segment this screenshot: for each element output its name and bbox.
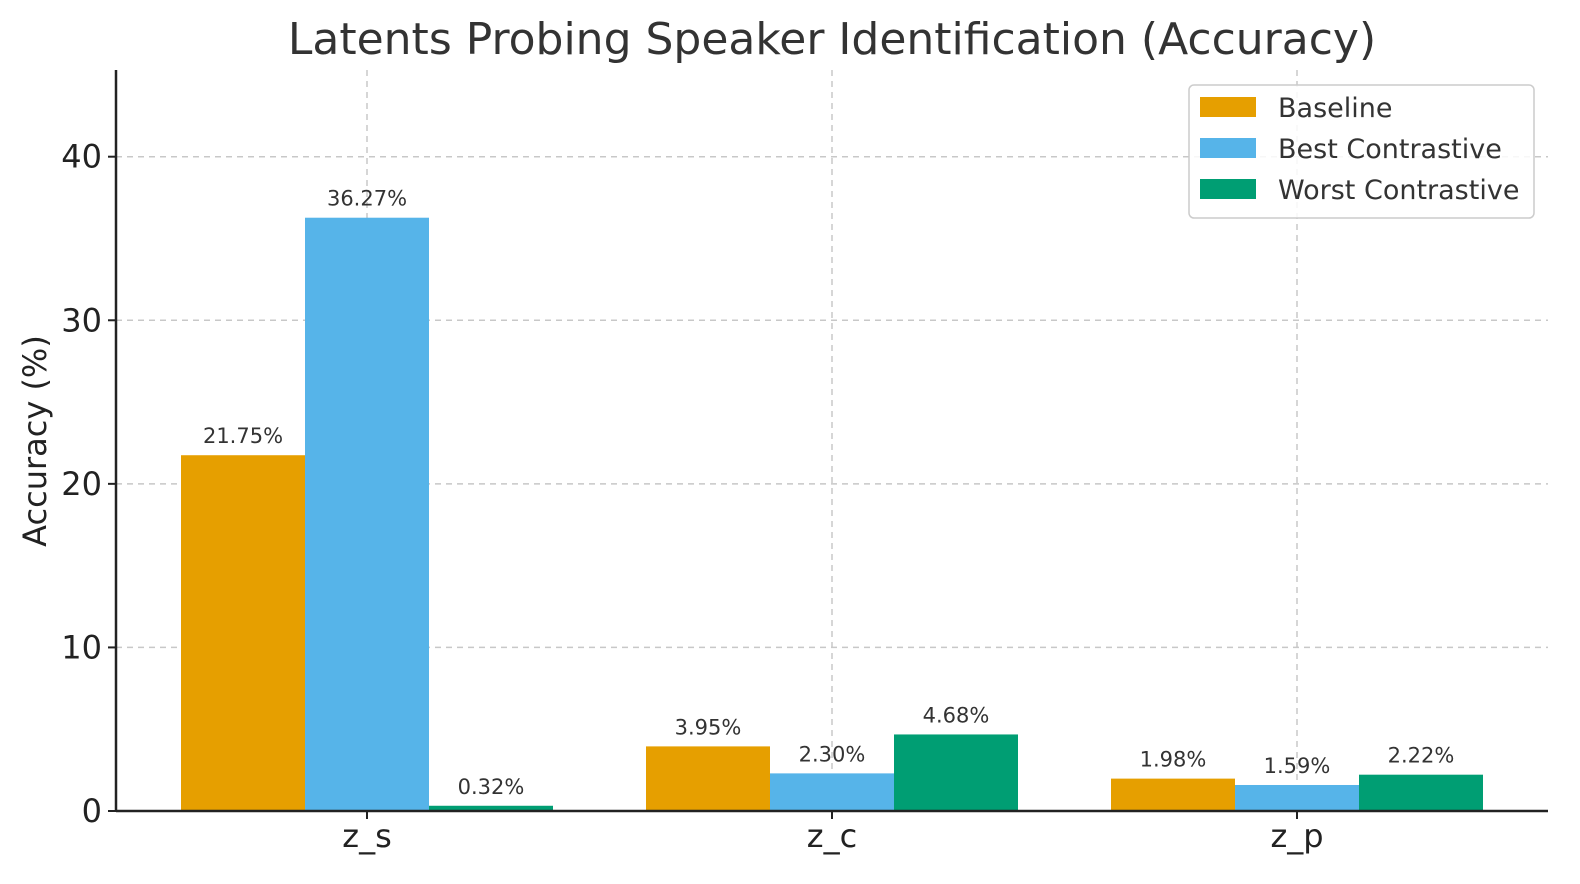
data-label: 3.95% xyxy=(675,715,742,739)
data-label: 2.22% xyxy=(1388,744,1455,768)
bar-best-contrastive-z_c xyxy=(770,773,894,811)
y-tick-label: 20 xyxy=(61,465,102,503)
legend-frame xyxy=(1188,84,1535,219)
bars-layer xyxy=(181,217,1483,811)
bar-worst-contrastive-z_c xyxy=(894,734,1018,811)
data-label: 0.32% xyxy=(458,775,525,799)
legend-swatch-worst-contrastive xyxy=(1200,179,1256,199)
data-label: 1.98% xyxy=(1140,748,1207,772)
data-label: 2.30% xyxy=(799,742,866,766)
y-tick-label: 10 xyxy=(61,628,102,666)
bar-baseline-z_s xyxy=(181,455,305,811)
bar-baseline-z_p xyxy=(1111,778,1235,811)
data-labels-layer: 21.75% 36.27% 0.32% 3.95% 2.30% 4.68% 1.98% 1.5… xyxy=(203,187,1454,799)
data-label: 21.75% xyxy=(203,424,283,448)
x-tick-label: z_s xyxy=(342,817,391,855)
data-label: 1.59% xyxy=(1264,754,1331,778)
y-tick-label: 40 xyxy=(61,138,102,176)
bar-best-contrastive-z_p xyxy=(1235,784,1359,811)
data-label: 4.68% xyxy=(923,703,990,727)
legend-label: Best Contrastive xyxy=(1278,134,1502,165)
y-tick-label: 30 xyxy=(61,301,102,339)
chart-title: Latents Probing Speaker Identification (… xyxy=(288,14,1376,65)
y-axis-label: Accuracy (%) xyxy=(16,335,54,547)
x-tick-label: z_p xyxy=(1270,817,1323,855)
legend-swatch-best-contrastive xyxy=(1200,138,1256,158)
legend-label: Worst Contrastive xyxy=(1278,175,1519,206)
bar-best-contrastive-z_s xyxy=(305,217,429,811)
legend-label: Baseline xyxy=(1278,93,1392,124)
bar-baseline-z_c xyxy=(646,746,770,811)
bar-worst-contrastive-z_s xyxy=(429,805,553,811)
y-tick-label: 0 xyxy=(82,792,102,830)
legend[interactable]: Baseline Best Contrastive Worst Contrastiv… xyxy=(1188,84,1535,219)
data-label: 36.27% xyxy=(327,187,407,211)
x-tick-label: z_c xyxy=(807,817,857,855)
legend-swatch-baseline xyxy=(1200,97,1256,117)
bar-worst-contrastive-z_p xyxy=(1359,774,1483,811)
axes-layer: 0 10 20 30 40 z_s z_c z_p xyxy=(61,70,1548,855)
